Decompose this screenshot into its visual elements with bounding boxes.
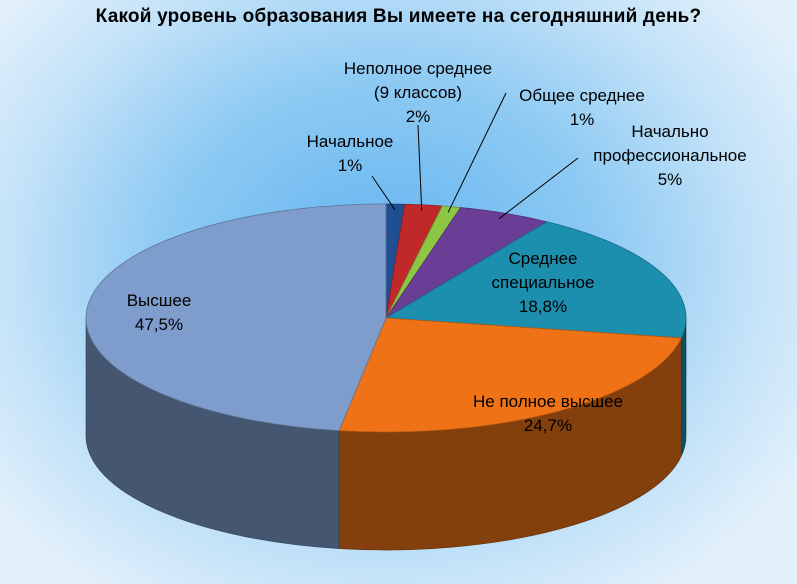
slice-label-elementary: Начальное 1% [306, 132, 394, 175]
slice-general-secondary-leader-line [447, 92, 507, 213]
chart-title: Какой уровень образования Вы имеете на с… [95, 6, 702, 27]
slice-label-secondary-special: Среднее специальное 18,8% [491, 249, 595, 316]
slice-label-incomplete-secondary: Неполное среднее (9 классов) 2% [343, 59, 493, 126]
slice-label-general-secondary: Общее среднее 1% [519, 86, 645, 129]
slice-initial-vocational-leader-line [498, 157, 579, 220]
slice-secondary-special-side [681, 317, 687, 457]
slice-incomplete-secondary-leader-line [417, 124, 423, 211]
slice-secondary-special [384, 221, 687, 339]
slice-label-higher: Высшее 47,5% [126, 291, 192, 334]
slice-label-incomplete-higher: Не полное высшее 24,7% [473, 392, 623, 435]
slice-incomplete-higher [338, 317, 682, 433]
slice-label-initial-vocational: Начально профессиональное 5% [593, 122, 747, 189]
slice-higher [85, 203, 387, 432]
slice-elementary-leader-line [371, 175, 396, 211]
